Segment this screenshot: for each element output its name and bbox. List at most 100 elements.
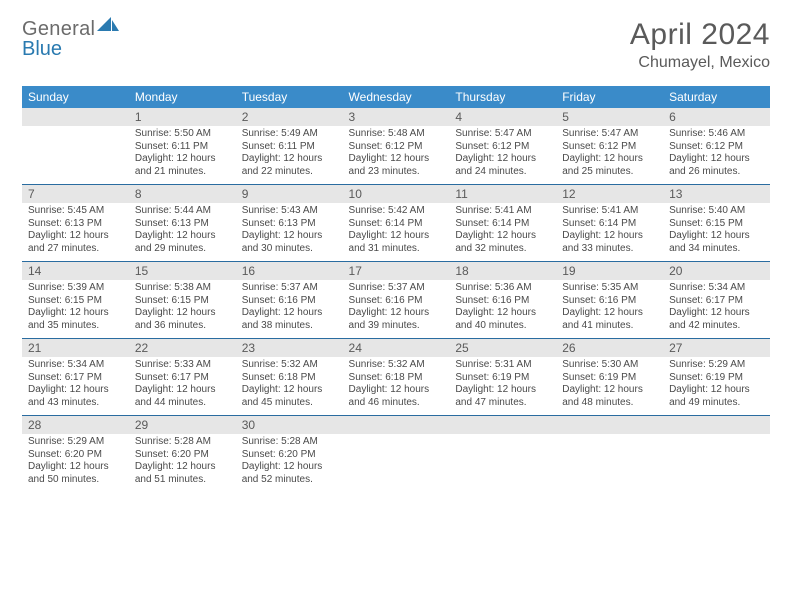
day-number: 14 <box>22 262 129 280</box>
day-number: 22 <box>129 339 236 357</box>
day-number: 13 <box>663 185 770 203</box>
sunset-line: Sunset: 6:11 PM <box>135 141 230 154</box>
daylight-line: Daylight: 12 hours and 51 minutes. <box>135 461 230 486</box>
day-body: Sunrise: 5:35 AMSunset: 6:16 PMDaylight:… <box>556 280 663 338</box>
calendar-cell: 14Sunrise: 5:39 AMSunset: 6:15 PMDayligh… <box>22 262 129 339</box>
calendar-cell: 1Sunrise: 5:50 AMSunset: 6:11 PMDaylight… <box>129 108 236 185</box>
calendar-cell: 8Sunrise: 5:44 AMSunset: 6:13 PMDaylight… <box>129 185 236 262</box>
daylight-line: Daylight: 12 hours and 45 minutes. <box>242 384 337 409</box>
sunrise-line: Sunrise: 5:47 AM <box>455 128 550 141</box>
day-number: 19 <box>556 262 663 280</box>
day-number: 7 <box>22 185 129 203</box>
calendar-cell: 22Sunrise: 5:33 AMSunset: 6:17 PMDayligh… <box>129 339 236 416</box>
calendar-cell: 6Sunrise: 5:46 AMSunset: 6:12 PMDaylight… <box>663 108 770 185</box>
sunrise-line: Sunrise: 5:33 AM <box>135 359 230 372</box>
daylight-line: Daylight: 12 hours and 30 minutes. <box>242 230 337 255</box>
sunset-line: Sunset: 6:12 PM <box>455 141 550 154</box>
sunset-line: Sunset: 6:16 PM <box>349 295 444 308</box>
sunrise-line: Sunrise: 5:32 AM <box>349 359 444 372</box>
sunset-line: Sunset: 6:18 PM <box>349 372 444 385</box>
day-body-empty <box>343 434 450 490</box>
day-body: Sunrise: 5:32 AMSunset: 6:18 PMDaylight:… <box>236 357 343 415</box>
sunset-line: Sunset: 6:17 PM <box>28 372 123 385</box>
sunrise-line: Sunrise: 5:43 AM <box>242 205 337 218</box>
daylight-line: Daylight: 12 hours and 24 minutes. <box>455 153 550 178</box>
weekday-header: Friday <box>556 86 663 108</box>
sunset-line: Sunset: 6:16 PM <box>455 295 550 308</box>
title-block: April 2024 Chumayel, Mexico <box>630 18 770 72</box>
calendar-cell <box>449 416 556 493</box>
calendar-row: 14Sunrise: 5:39 AMSunset: 6:15 PMDayligh… <box>22 262 770 339</box>
day-number: 26 <box>556 339 663 357</box>
calendar-header-row: SundayMondayTuesdayWednesdayThursdayFrid… <box>22 86 770 108</box>
daylight-line: Daylight: 12 hours and 48 minutes. <box>562 384 657 409</box>
daylight-line: Daylight: 12 hours and 34 minutes. <box>669 230 764 255</box>
calendar-row: 21Sunrise: 5:34 AMSunset: 6:17 PMDayligh… <box>22 339 770 416</box>
day-body: Sunrise: 5:36 AMSunset: 6:16 PMDaylight:… <box>449 280 556 338</box>
day-body: Sunrise: 5:41 AMSunset: 6:14 PMDaylight:… <box>556 203 663 261</box>
logo-text-blue: Blue <box>22 38 62 61</box>
calendar-cell: 15Sunrise: 5:38 AMSunset: 6:15 PMDayligh… <box>129 262 236 339</box>
daylight-line: Daylight: 12 hours and 47 minutes. <box>455 384 550 409</box>
sunset-line: Sunset: 6:15 PM <box>28 295 123 308</box>
calendar-cell: 20Sunrise: 5:34 AMSunset: 6:17 PMDayligh… <box>663 262 770 339</box>
daylight-line: Daylight: 12 hours and 39 minutes. <box>349 307 444 332</box>
weekday-header: Tuesday <box>236 86 343 108</box>
daylight-line: Daylight: 12 hours and 52 minutes. <box>242 461 337 486</box>
daylight-line: Daylight: 12 hours and 41 minutes. <box>562 307 657 332</box>
calendar-cell: 13Sunrise: 5:40 AMSunset: 6:15 PMDayligh… <box>663 185 770 262</box>
day-number: 27 <box>663 339 770 357</box>
sunrise-line: Sunrise: 5:41 AM <box>562 205 657 218</box>
month-title: April 2024 <box>630 18 770 52</box>
calendar-cell: 24Sunrise: 5:32 AMSunset: 6:18 PMDayligh… <box>343 339 450 416</box>
calendar-cell: 17Sunrise: 5:37 AMSunset: 6:16 PMDayligh… <box>343 262 450 339</box>
day-body: Sunrise: 5:41 AMSunset: 6:14 PMDaylight:… <box>449 203 556 261</box>
calendar-cell: 9Sunrise: 5:43 AMSunset: 6:13 PMDaylight… <box>236 185 343 262</box>
sunrise-line: Sunrise: 5:45 AM <box>28 205 123 218</box>
sunrise-line: Sunrise: 5:32 AM <box>242 359 337 372</box>
daylight-line: Daylight: 12 hours and 36 minutes. <box>135 307 230 332</box>
sunrise-line: Sunrise: 5:44 AM <box>135 205 230 218</box>
daylight-line: Daylight: 12 hours and 23 minutes. <box>349 153 444 178</box>
day-body: Sunrise: 5:31 AMSunset: 6:19 PMDaylight:… <box>449 357 556 415</box>
sunset-line: Sunset: 6:12 PM <box>669 141 764 154</box>
sunrise-line: Sunrise: 5:38 AM <box>135 282 230 295</box>
day-number-empty <box>663 416 770 434</box>
calendar-cell <box>22 108 129 185</box>
location: Chumayel, Mexico <box>630 54 770 72</box>
day-number: 28 <box>22 416 129 434</box>
sunrise-line: Sunrise: 5:34 AM <box>669 282 764 295</box>
calendar-cell <box>663 416 770 493</box>
day-body-empty <box>449 434 556 490</box>
day-number: 12 <box>556 185 663 203</box>
day-body: Sunrise: 5:39 AMSunset: 6:15 PMDaylight:… <box>22 280 129 338</box>
calendar-cell: 11Sunrise: 5:41 AMSunset: 6:14 PMDayligh… <box>449 185 556 262</box>
daylight-line: Daylight: 12 hours and 25 minutes. <box>562 153 657 178</box>
sunrise-line: Sunrise: 5:28 AM <box>242 436 337 449</box>
sunset-line: Sunset: 6:20 PM <box>242 449 337 462</box>
day-body: Sunrise: 5:49 AMSunset: 6:11 PMDaylight:… <box>236 126 343 184</box>
sunset-line: Sunset: 6:16 PM <box>562 295 657 308</box>
day-number: 9 <box>236 185 343 203</box>
sunrise-line: Sunrise: 5:50 AM <box>135 128 230 141</box>
weekday-header: Thursday <box>449 86 556 108</box>
day-number: 16 <box>236 262 343 280</box>
sunset-line: Sunset: 6:16 PM <box>242 295 337 308</box>
sunrise-line: Sunrise: 5:37 AM <box>242 282 337 295</box>
daylight-line: Daylight: 12 hours and 26 minutes. <box>669 153 764 178</box>
daylight-line: Daylight: 12 hours and 46 minutes. <box>349 384 444 409</box>
day-body-empty <box>22 126 129 182</box>
sunrise-line: Sunrise: 5:37 AM <box>349 282 444 295</box>
sunset-line: Sunset: 6:15 PM <box>669 218 764 231</box>
day-number: 11 <box>449 185 556 203</box>
daylight-line: Daylight: 12 hours and 33 minutes. <box>562 230 657 255</box>
daylight-line: Daylight: 12 hours and 29 minutes. <box>135 230 230 255</box>
sunrise-line: Sunrise: 5:49 AM <box>242 128 337 141</box>
sunset-line: Sunset: 6:19 PM <box>669 372 764 385</box>
day-body-empty <box>556 434 663 490</box>
sunset-line: Sunset: 6:19 PM <box>562 372 657 385</box>
day-number: 2 <box>236 108 343 126</box>
day-body: Sunrise: 5:42 AMSunset: 6:14 PMDaylight:… <box>343 203 450 261</box>
calendar-cell: 10Sunrise: 5:42 AMSunset: 6:14 PMDayligh… <box>343 185 450 262</box>
daylight-line: Daylight: 12 hours and 27 minutes. <box>28 230 123 255</box>
